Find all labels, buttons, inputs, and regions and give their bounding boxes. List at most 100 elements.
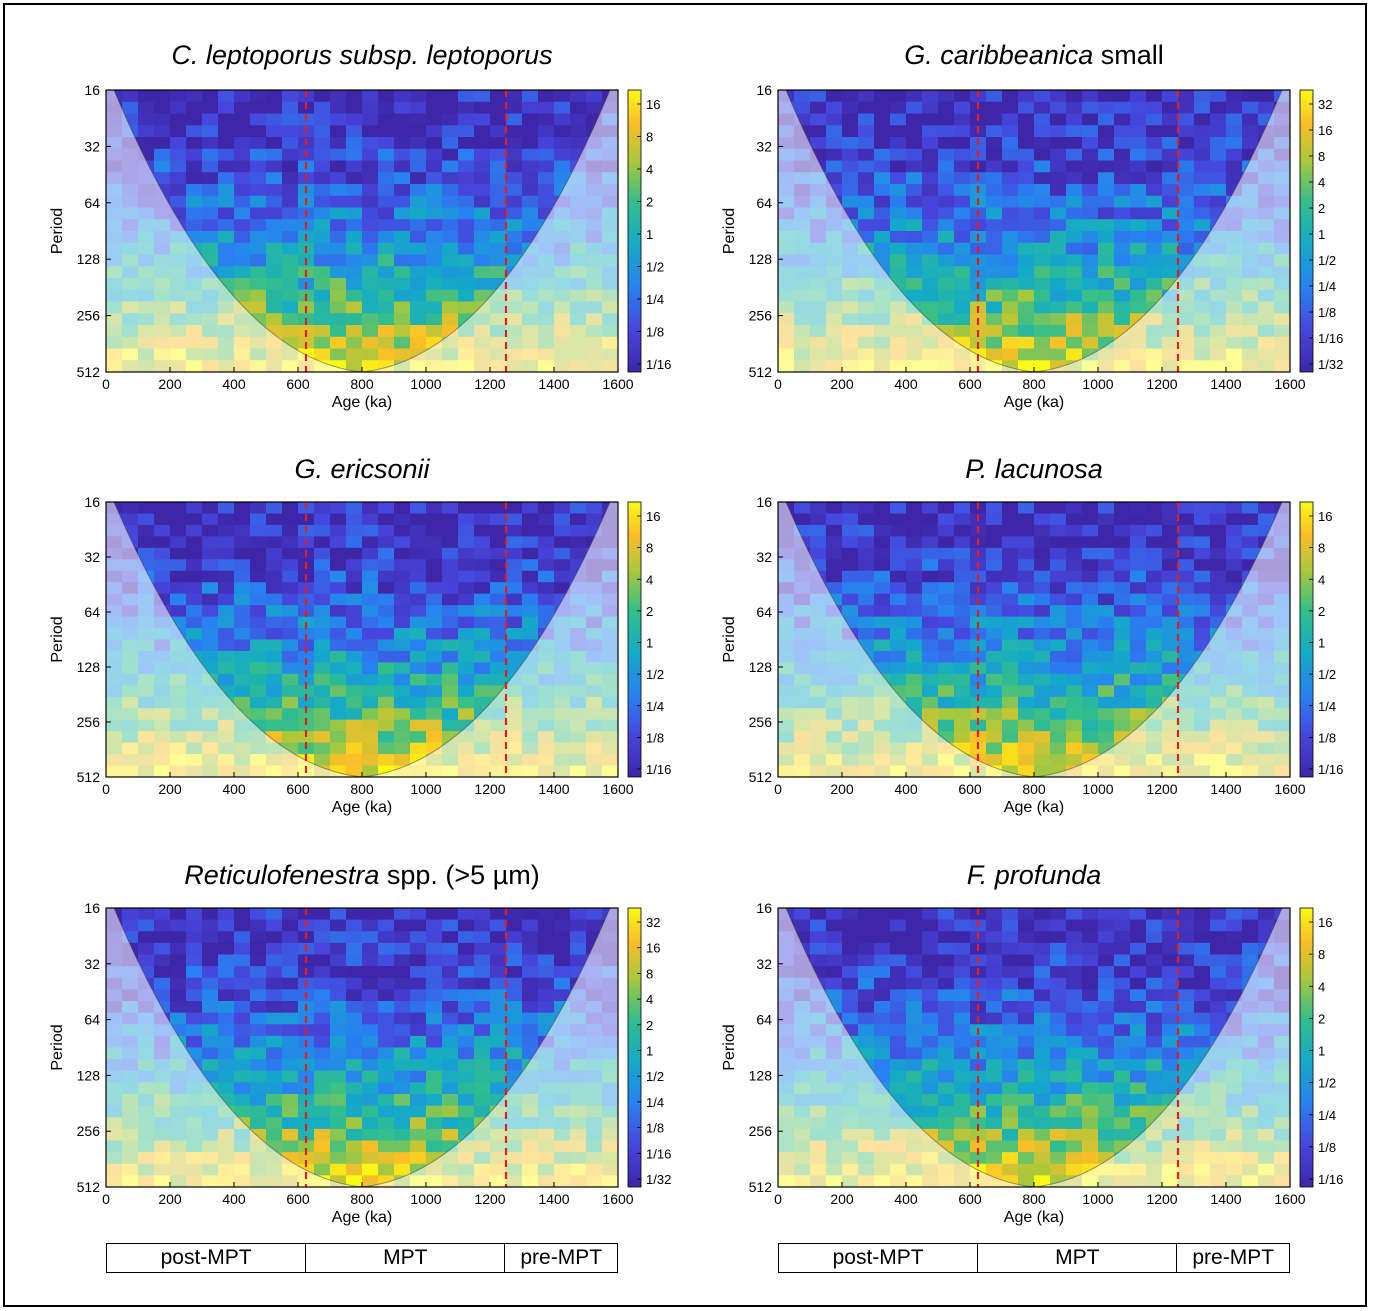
heatmap-cell: [1082, 113, 1099, 126]
heatmap-cell: [442, 708, 459, 721]
heatmap-cell: [826, 954, 843, 967]
colorbar-tick-label: 1/16: [646, 1146, 671, 1161]
colorbar-tick-label: 1: [646, 636, 653, 651]
heatmap-cell: [1050, 101, 1067, 115]
heatmap-cell: [474, 1070, 491, 1083]
heatmap-cell: [570, 954, 587, 967]
heatmap-cell: [1018, 1163, 1035, 1176]
heatmap-cell: [890, 125, 907, 138]
heatmap-cell: [218, 113, 235, 126]
heatmap-cell: [362, 639, 379, 652]
heatmap-cell: [1146, 1012, 1163, 1025]
heatmap-cell: [250, 966, 267, 979]
heatmap-cell: [362, 524, 379, 537]
heatmap-cell: [426, 966, 443, 979]
x-tick-label: 1400: [538, 781, 569, 797]
heatmap-cell: [138, 536, 155, 549]
heatmap-cell: [1018, 650, 1035, 664]
heatmap-cell: [170, 148, 187, 162]
heatmap-cell: [346, 513, 363, 526]
heatmap-cell: [426, 559, 443, 572]
y-tick-label: 256: [749, 714, 773, 730]
heatmap-cell: [490, 1070, 507, 1083]
heatmap-cell: [218, 628, 235, 641]
heatmap-cell: [1082, 954, 1099, 967]
y-tick-label: 256: [77, 308, 101, 324]
heatmap-cell: [1146, 513, 1163, 526]
heatmap-cell: [170, 989, 187, 1002]
heatmap-cell: [1146, 137, 1163, 150]
heatmap-cell: [442, 908, 459, 921]
heatmap-cell: [282, 195, 299, 209]
heatmap-cell: [1226, 559, 1243, 572]
heatmap-cell: [1050, 1012, 1067, 1025]
heatmap-cell: [1082, 942, 1099, 956]
heatmap-cell: [986, 90, 1003, 103]
heatmap-cell: [218, 605, 235, 618]
heatmap-cell: [1066, 662, 1083, 675]
heatmap-cell: [378, 219, 395, 232]
heatmap-cell: [394, 313, 411, 326]
heatmap-cell: [986, 908, 1003, 921]
heatmap-cell: [490, 593, 507, 606]
heatmap-cell: [330, 219, 347, 232]
heatmap-cell: [378, 628, 395, 641]
heatmap-cell: [570, 931, 587, 944]
heatmap-cell: [890, 231, 907, 244]
heatmap-cell: [1034, 502, 1051, 515]
heatmap-cell: [1082, 184, 1099, 197]
heatmap-cell: [1098, 639, 1115, 652]
heatmap-cell: [1146, 662, 1163, 675]
heatmap-cell: [442, 673, 459, 686]
heatmap-cell: [1162, 593, 1179, 606]
heatmap-cell: [186, 502, 203, 515]
heatmap-cell: [282, 1059, 299, 1072]
heatmap-cell: [458, 502, 475, 515]
heatmap-cell: [1050, 513, 1067, 526]
heatmap-cell: [458, 989, 475, 1002]
heatmap-cell: [1018, 908, 1035, 921]
heatmap-cell: [826, 148, 843, 162]
heatmap-cell: [378, 685, 395, 698]
heatmap-cell: [1226, 908, 1243, 921]
heatmap-cell: [394, 195, 411, 209]
heatmap-cell: [890, 513, 907, 526]
heatmap-cell: [250, 125, 267, 138]
heatmap-cell: [298, 1140, 315, 1153]
heatmap-cell: [362, 184, 379, 197]
heatmap-cell: [186, 137, 203, 150]
heatmap-cell: [394, 628, 411, 641]
heatmap-cell: [362, 1001, 379, 1014]
heatmap-cell: [282, 1001, 299, 1014]
heatmap-cell: [362, 289, 379, 303]
heatmap-cell: [394, 1035, 411, 1049]
heatmap-cell: [202, 502, 219, 515]
heatmap-cell: [506, 977, 523, 990]
heatmap-cell: [986, 502, 1003, 515]
y-tick-label: 64: [84, 604, 100, 620]
heatmap-cell: [314, 195, 331, 209]
heatmap-cell: [1226, 101, 1243, 115]
heatmap-cell: [506, 1001, 523, 1014]
heatmap-cell: [1098, 113, 1115, 126]
heatmap-cell: [1050, 195, 1067, 209]
heatmap-cell: [490, 148, 507, 162]
colorbar-tick-label: 1/4: [1318, 1108, 1336, 1123]
colorbar-tick-label: 16: [646, 509, 660, 524]
colorbar-tick-label: 1/8: [646, 325, 664, 340]
heatmap-cell: [218, 1070, 235, 1083]
heatmap-cell: [890, 639, 907, 652]
heatmap-cell: [362, 966, 379, 979]
heatmap-cell: [378, 348, 395, 361]
heatmap-cell: [458, 1047, 475, 1060]
heatmap-cell: [426, 731, 443, 744]
heatmap-cell: [458, 242, 475, 256]
heatmap-cell: [346, 137, 363, 150]
heatmap-cell: [1130, 137, 1147, 150]
heatmap-cell: [1018, 966, 1035, 979]
heatmap-cell: [186, 113, 203, 126]
heatmap-cell: [1082, 90, 1099, 103]
panel-2: 0 200 400 600 800 1000 1200 1400 160016326412825…: [721, 40, 1343, 411]
heatmap-cell: [874, 90, 891, 103]
heatmap-cell: [1146, 605, 1163, 618]
